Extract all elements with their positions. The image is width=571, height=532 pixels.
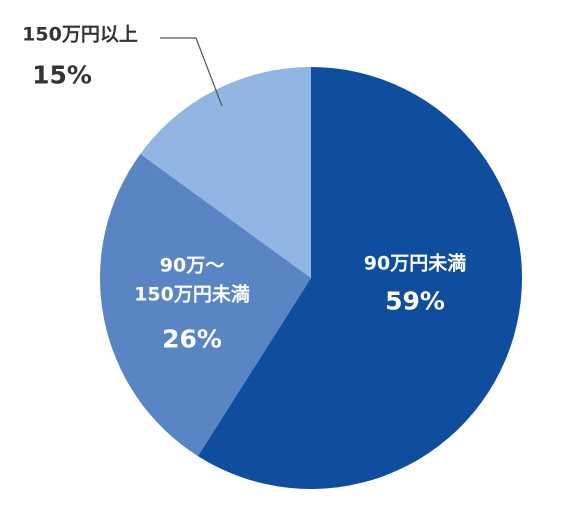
pie-slice bbox=[99, 153, 312, 457]
slice-label: 150万円以上 bbox=[22, 23, 138, 46]
pie-slice bbox=[197, 67, 522, 489]
value-label: 59% bbox=[385, 286, 445, 316]
value-label: 15% bbox=[32, 60, 92, 90]
pie-slice bbox=[140, 66, 311, 278]
slice-label: 90万～ 150万円未満 bbox=[134, 254, 250, 306]
slice-label: 90万円未満 bbox=[363, 252, 467, 275]
leader-line bbox=[160, 37, 223, 107]
value-label: 26% bbox=[162, 324, 222, 354]
